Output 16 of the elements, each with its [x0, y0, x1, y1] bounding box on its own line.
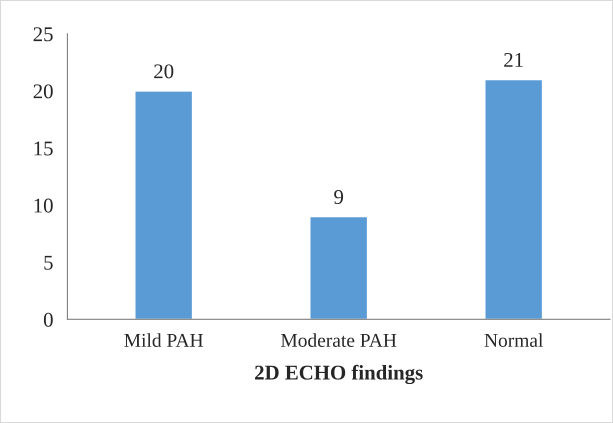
data-label: 20 [154, 64, 174, 78]
y-tick-label: 10 [34, 198, 53, 213]
y-tick-label: 15 [34, 142, 53, 156]
data-label: 21 [504, 52, 523, 67]
bar [134, 90, 194, 320]
data-label: 9 [334, 190, 344, 204]
y-tick-label: 5 [44, 256, 53, 270]
x-axis-title: 2D ECHO findings [255, 364, 423, 384]
bar [309, 216, 368, 320]
bar [484, 78, 544, 320]
x-tick-label: Mild PAH [124, 333, 204, 347]
y-tick-label: 20 [34, 84, 53, 98]
x-tick-label: Normal [484, 333, 543, 347]
x-tick-label: Moderate PAH [280, 333, 396, 347]
y-tick-label: 0 [44, 312, 53, 327]
y-tick-label: 25 [34, 27, 53, 42]
